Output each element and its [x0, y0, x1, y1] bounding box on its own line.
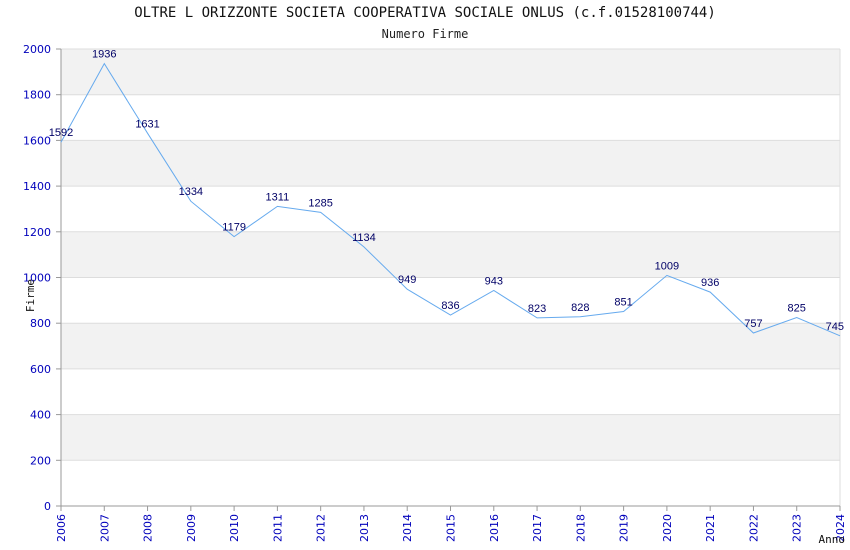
chart-title: OLTRE L ORIZZONTE SOCIETA COOPERATIVA SO… — [134, 5, 716, 21]
data-label: 1592 — [49, 127, 73, 139]
data-label: 1311 — [266, 191, 290, 203]
x-tick-label: 2011 — [271, 514, 284, 542]
y-tick-label: 800 — [30, 317, 51, 330]
data-label: 949 — [398, 274, 416, 286]
x-tick-label: 2020 — [661, 514, 674, 542]
grid-band — [61, 414, 840, 461]
x-tick-label: 2008 — [142, 514, 155, 542]
data-labels: 1592 1936 1631 1334 1179 1311 1285 1134 949 836 94… — [49, 49, 844, 333]
data-label: 1334 — [179, 186, 203, 198]
data-label: 745 — [826, 321, 844, 333]
y-tick-label: 1200 — [23, 226, 51, 239]
x-tick-label: 2019 — [618, 514, 631, 542]
data-label: 828 — [571, 302, 589, 314]
x-tick-label: 2015 — [445, 514, 458, 542]
grid-band — [61, 231, 840, 278]
y-tick-label: 400 — [30, 409, 51, 422]
data-label: 1936 — [92, 49, 116, 61]
x-tick-label: 2021 — [704, 514, 717, 542]
x-axis-label: Anno — [819, 533, 846, 546]
x-tick-label: 2022 — [747, 514, 760, 542]
x-tick-label: 2012 — [315, 514, 328, 542]
y-tick-label: 0 — [44, 500, 51, 513]
x-tick-label: 2007 — [98, 514, 111, 542]
x-tick-label: 2018 — [574, 514, 587, 542]
x-tick-label: 2024 — [834, 514, 847, 542]
x-tick-label: 2023 — [791, 514, 804, 542]
gridlines — [61, 48, 841, 507]
x-tick-label: 2014 — [401, 514, 414, 542]
data-label: 1179 — [222, 222, 246, 234]
y-tick-label: 1000 — [23, 272, 51, 285]
data-label: 825 — [788, 302, 806, 314]
grid-bands — [61, 49, 840, 461]
x-tick-label: 2013 — [358, 514, 371, 542]
grid-band — [61, 140, 840, 187]
y-tick-label: 200 — [30, 454, 51, 467]
grid-band — [61, 49, 840, 95]
data-label: 851 — [614, 297, 632, 309]
data-label: 936 — [701, 277, 719, 289]
y-tick-label: 1400 — [23, 180, 51, 193]
y-tick-label: 1800 — [23, 89, 51, 102]
x-tick-label: 2016 — [488, 514, 501, 542]
series-line-path — [60, 62, 841, 337]
x-tick-label: 2010 — [228, 514, 241, 542]
data-label: 836 — [441, 300, 459, 312]
data-label: 1134 — [352, 232, 376, 244]
series-line — [60, 62, 841, 337]
x-tick-label: 2017 — [531, 514, 544, 542]
data-label: 1285 — [308, 197, 332, 209]
data-label: 943 — [485, 276, 503, 288]
x-tick-labels: 2006 2007 2008 2009 2010 2011 2012 2013 2014 2015… — [55, 514, 847, 542]
y-tick-labels: 0 200 400 600 800 1000 1200 1400 1600 1800 2000 — [23, 43, 51, 513]
y-axis-label: Firme — [24, 279, 37, 312]
x-tick-label: 2006 — [55, 514, 68, 542]
data-label: 757 — [744, 318, 762, 330]
chart-subtitle: Numero Firme — [381, 27, 469, 41]
axes — [56, 48, 841, 511]
y-tick-label: 2000 — [23, 43, 51, 56]
x-tick-label: 2009 — [185, 514, 198, 542]
data-label: 1631 — [135, 118, 159, 130]
data-label: 823 — [528, 303, 546, 315]
data-label: 1009 — [655, 260, 679, 272]
grid-band — [61, 323, 840, 369]
y-tick-label: 1600 — [23, 134, 51, 147]
y-tick-label: 600 — [30, 363, 51, 376]
